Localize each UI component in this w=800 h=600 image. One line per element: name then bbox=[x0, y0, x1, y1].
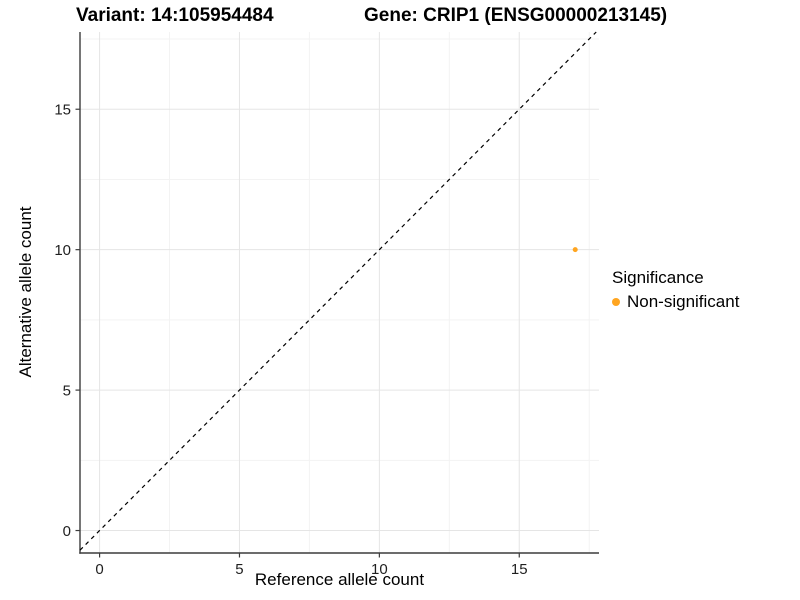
legend-item-label: Non-significant bbox=[627, 292, 740, 311]
x-tick-label: 0 bbox=[95, 561, 103, 578]
y-tick-label: 5 bbox=[63, 383, 71, 400]
identity-dashed-line bbox=[79, 31, 597, 551]
data-point bbox=[572, 247, 578, 253]
y-axis-title: Alternative allele count bbox=[16, 206, 35, 378]
legend: Significance Non-significant bbox=[612, 268, 739, 312]
legend-point-icon bbox=[612, 298, 620, 306]
y-tick-label: 15 bbox=[54, 102, 71, 119]
x-tick-label: 5 bbox=[235, 561, 243, 578]
legend-item: Non-significant bbox=[612, 292, 739, 312]
x-tick-label: 10 bbox=[371, 561, 388, 578]
x-tick-label: 15 bbox=[511, 561, 528, 578]
y-tick-label: 0 bbox=[63, 523, 71, 540]
x-axis-title: Reference allele count bbox=[254, 570, 425, 589]
gene-title: Gene: CRIP1 (ENSG00000213145) bbox=[364, 5, 668, 26]
y-tick-label: 10 bbox=[54, 242, 71, 259]
variant-title: Variant: 14:105954484 bbox=[76, 5, 274, 26]
legend-title: Significance bbox=[612, 268, 704, 287]
